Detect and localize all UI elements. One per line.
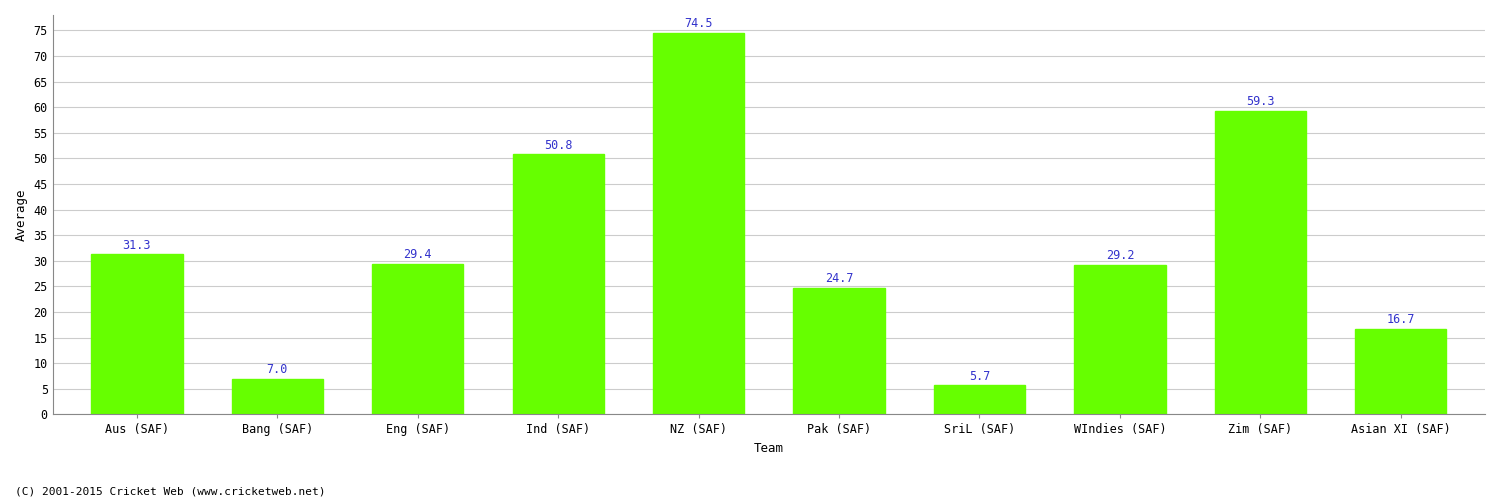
Y-axis label: Average: Average — [15, 188, 28, 241]
X-axis label: Team: Team — [754, 442, 784, 455]
Bar — [794, 288, 885, 414]
Text: 29.4: 29.4 — [404, 248, 432, 262]
Bar — [92, 254, 183, 414]
Bar — [652, 33, 744, 414]
Text: 5.7: 5.7 — [969, 370, 990, 382]
Text: (C) 2001-2015 Cricket Web (www.cricketweb.net): (C) 2001-2015 Cricket Web (www.cricketwe… — [15, 487, 326, 497]
Text: 31.3: 31.3 — [123, 238, 152, 252]
Text: 16.7: 16.7 — [1386, 314, 1414, 326]
Text: 50.8: 50.8 — [544, 138, 573, 151]
Bar — [1215, 111, 1306, 414]
Bar — [1354, 329, 1446, 414]
Bar — [513, 154, 604, 414]
Text: 74.5: 74.5 — [684, 18, 712, 30]
Text: 24.7: 24.7 — [825, 272, 854, 285]
Text: 29.2: 29.2 — [1106, 250, 1134, 262]
Bar — [231, 378, 322, 414]
Bar — [934, 385, 1024, 414]
Bar — [1074, 265, 1166, 414]
Bar — [372, 264, 464, 414]
Text: 7.0: 7.0 — [267, 363, 288, 376]
Text: 59.3: 59.3 — [1246, 95, 1275, 108]
